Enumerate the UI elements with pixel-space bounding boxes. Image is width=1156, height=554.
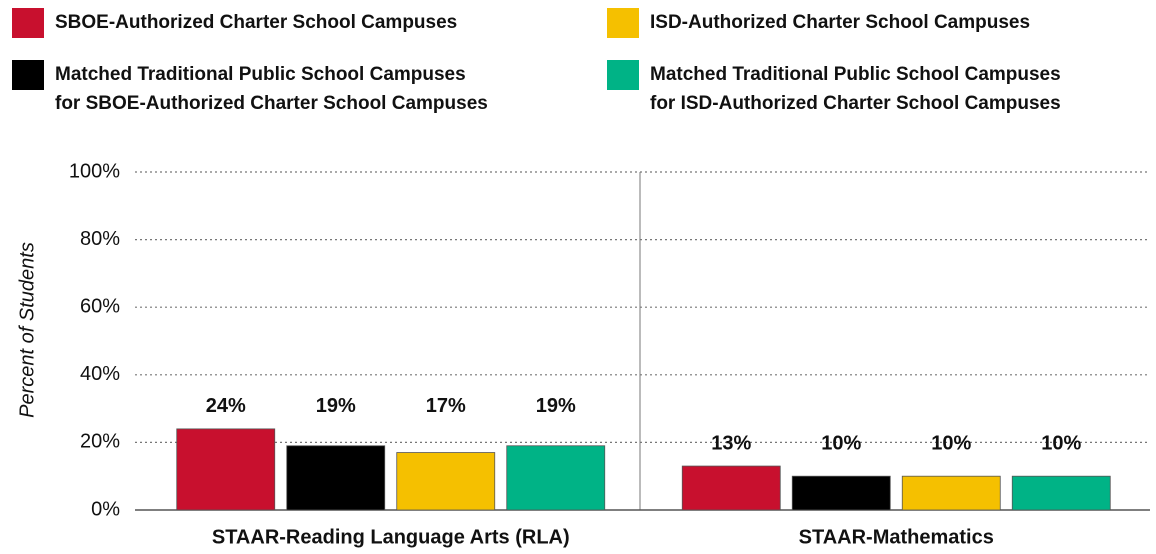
- legend-swatch: [12, 60, 44, 90]
- bar: [1011, 475, 1111, 511]
- value-label: 19%: [536, 395, 576, 417]
- legend-item: Matched Traditional Public School Campus…: [12, 60, 492, 118]
- value-label: 10%: [821, 432, 861, 454]
- value-label: 10%: [1041, 432, 1081, 454]
- x-tick-label: STAAR-Mathematics: [799, 526, 994, 548]
- legend-item: Matched Traditional Public School Campus…: [607, 60, 1087, 118]
- bar: [506, 445, 606, 511]
- bar: [286, 445, 386, 511]
- bar: [396, 452, 496, 511]
- bar: [901, 475, 1001, 511]
- legend-label: ISD-Authorized Charter School Campuses: [650, 12, 1031, 33]
- legend-label: Matched Traditional Public School Campus…: [55, 64, 488, 114]
- x-tick-label: STAAR-Reading Language Arts (RLA): [212, 526, 570, 548]
- value-label: 24%: [206, 395, 246, 417]
- y-tick-label: 20%: [80, 431, 120, 453]
- value-label: 10%: [931, 432, 971, 454]
- y-tick-label: 100%: [69, 160, 120, 182]
- legend-item: ISD-Authorized Charter School Campuses: [607, 8, 1087, 38]
- y-tick-label: 80%: [80, 228, 120, 250]
- y-tick-label: 40%: [80, 363, 120, 385]
- value-label: 17%: [426, 395, 466, 417]
- legend-swatch: [607, 60, 639, 90]
- y-tick-label: 0%: [91, 498, 120, 520]
- value-label: 19%: [316, 395, 356, 417]
- bar: [681, 465, 781, 511]
- legend-swatch: [607, 8, 639, 38]
- legend-label: Matched Traditional Public School Campus…: [650, 64, 1061, 114]
- y-axis-label: Percent of Students: [16, 242, 38, 418]
- y-tick-label: 60%: [80, 295, 120, 317]
- value-label: 13%: [711, 432, 751, 454]
- legend-item: SBOE-Authorized Charter School Campuses: [12, 8, 492, 38]
- legend-swatch: [12, 8, 44, 38]
- bar: [176, 428, 276, 511]
- bar: [791, 475, 891, 511]
- legend-label: SBOE-Authorized Charter School Campuses: [55, 12, 458, 33]
